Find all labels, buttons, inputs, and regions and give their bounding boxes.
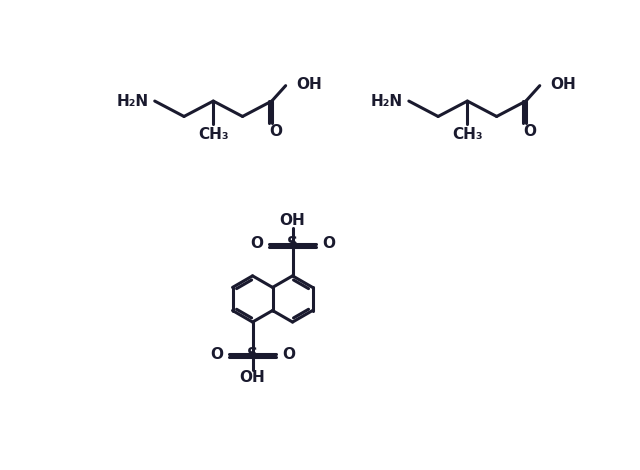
Text: O: O bbox=[524, 125, 536, 140]
Text: O: O bbox=[322, 236, 335, 251]
Text: OH: OH bbox=[280, 213, 305, 228]
Text: OH: OH bbox=[550, 77, 576, 92]
Text: O: O bbox=[250, 236, 263, 251]
Text: O: O bbox=[269, 125, 282, 140]
Text: CH₃: CH₃ bbox=[452, 127, 483, 142]
Text: H₂N: H₂N bbox=[371, 94, 403, 109]
Text: CH₃: CH₃ bbox=[198, 127, 228, 142]
Text: O: O bbox=[211, 347, 223, 362]
Text: OH: OH bbox=[296, 77, 322, 92]
Text: S: S bbox=[247, 347, 258, 362]
Text: S: S bbox=[287, 236, 298, 251]
Text: OH: OH bbox=[239, 370, 266, 385]
Text: O: O bbox=[282, 347, 295, 362]
Text: H₂N: H₂N bbox=[116, 94, 148, 109]
